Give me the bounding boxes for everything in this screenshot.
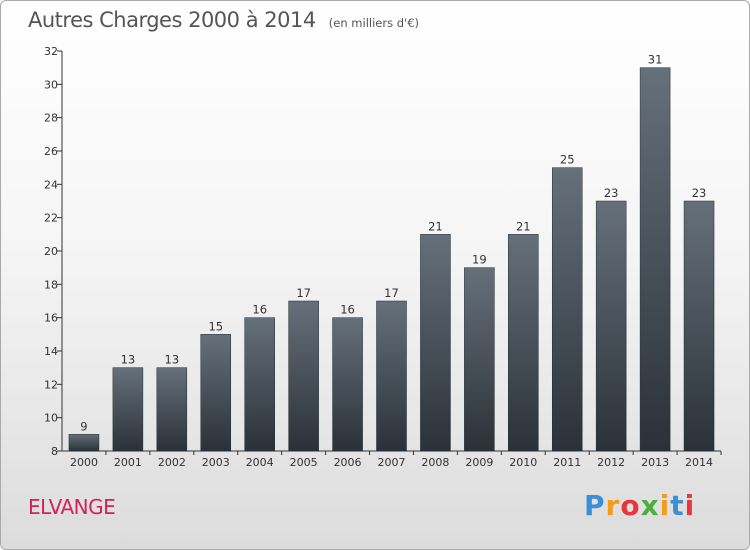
x-tick-label: 2014 — [685, 456, 713, 469]
y-tick-label: 28 — [44, 112, 58, 125]
data-label: 16 — [340, 303, 355, 317]
x-tick-label: 2005 — [290, 456, 318, 469]
y-tick-label: 26 — [44, 145, 58, 158]
x-tick-label: 2012 — [597, 456, 625, 469]
y-tick-label: 22 — [44, 212, 58, 225]
title-block: Autres Charges 2000 à 2014 (en milliers … — [28, 8, 419, 32]
data-label: 21 — [428, 219, 443, 233]
bar — [332, 317, 363, 452]
x-tick-label: 2008 — [421, 456, 449, 469]
data-label: 17 — [296, 286, 311, 300]
data-label: 17 — [384, 286, 399, 300]
x-tick-label: 2007 — [378, 456, 406, 469]
bar — [551, 167, 583, 452]
y-axis: 8 10 12 14 16 18 20 22 24 26 28 30 32 — [44, 45, 63, 458]
y-tick-label: 20 — [44, 245, 58, 258]
y-tick-label: 24 — [44, 178, 58, 191]
data-label: 23 — [604, 186, 619, 200]
data-label: 31 — [648, 53, 663, 67]
logo-letter: i — [659, 489, 671, 522]
logo-letter: i — [684, 489, 696, 522]
data-label: 25 — [560, 153, 575, 167]
data-label: 13 — [121, 353, 136, 367]
x-tick-label: 2006 — [334, 456, 362, 469]
chart-title: Autres Charges 2000 à 2014 — [28, 8, 316, 32]
x-tick-label: 2013 — [641, 456, 669, 469]
x-tick-label: 2000 — [70, 456, 98, 469]
y-tick-label: 8 — [51, 445, 58, 458]
x-tick-label: 2002 — [158, 456, 186, 469]
logo-letter: P — [584, 489, 606, 522]
x-tick-label: 2010 — [509, 456, 537, 469]
bar — [639, 67, 671, 452]
logo-letter: r — [605, 489, 621, 522]
x-tick-label: 2004 — [246, 456, 274, 469]
data-label: 9 — [80, 419, 87, 433]
x-tick-label: 2009 — [465, 456, 493, 469]
bar — [288, 300, 319, 452]
y-tick-label: 16 — [44, 312, 58, 325]
logo-letter: t — [670, 489, 685, 522]
data-label: 23 — [692, 186, 707, 200]
bar — [112, 367, 144, 452]
bar — [508, 234, 539, 452]
y-tick-label: 18 — [44, 278, 58, 291]
data-label: 16 — [252, 303, 267, 317]
commune-name: ELVANGE — [28, 495, 116, 519]
bar — [200, 334, 232, 452]
y-tick-label: 14 — [44, 345, 58, 358]
x-tick-label: 2011 — [553, 456, 581, 469]
data-label: 21 — [516, 219, 531, 233]
bar — [244, 317, 275, 452]
x-tick-label: 2001 — [114, 456, 142, 469]
bars: 9 13 13 15 16 17 16 17 21 19 21 25 23 31 23 — [68, 53, 715, 452]
bar — [68, 434, 100, 452]
bar — [156, 367, 188, 452]
y-tick-label: 10 — [44, 412, 58, 425]
proxiti-logo: Proxiti — [584, 489, 695, 522]
x-tick-label: 2003 — [202, 456, 230, 469]
chart-subtitle: (en milliers d'€) — [328, 16, 419, 30]
bar — [420, 234, 451, 452]
data-label: 13 — [165, 353, 180, 367]
bar — [464, 267, 495, 452]
data-label: 19 — [472, 253, 487, 267]
y-tick-label: 32 — [44, 45, 58, 58]
logo-letter: x — [640, 489, 660, 522]
bar — [595, 200, 627, 452]
bar — [376, 300, 407, 452]
y-tick-label: 30 — [44, 78, 58, 91]
data-label: 15 — [208, 319, 223, 333]
logo-letter: o — [620, 489, 641, 522]
x-axis: 2000 2001 2002 2003 2004 2005 2006 2007 2008 2009… — [62, 450, 722, 469]
y-tick-label: 12 — [44, 378, 58, 391]
bar — [683, 200, 715, 452]
